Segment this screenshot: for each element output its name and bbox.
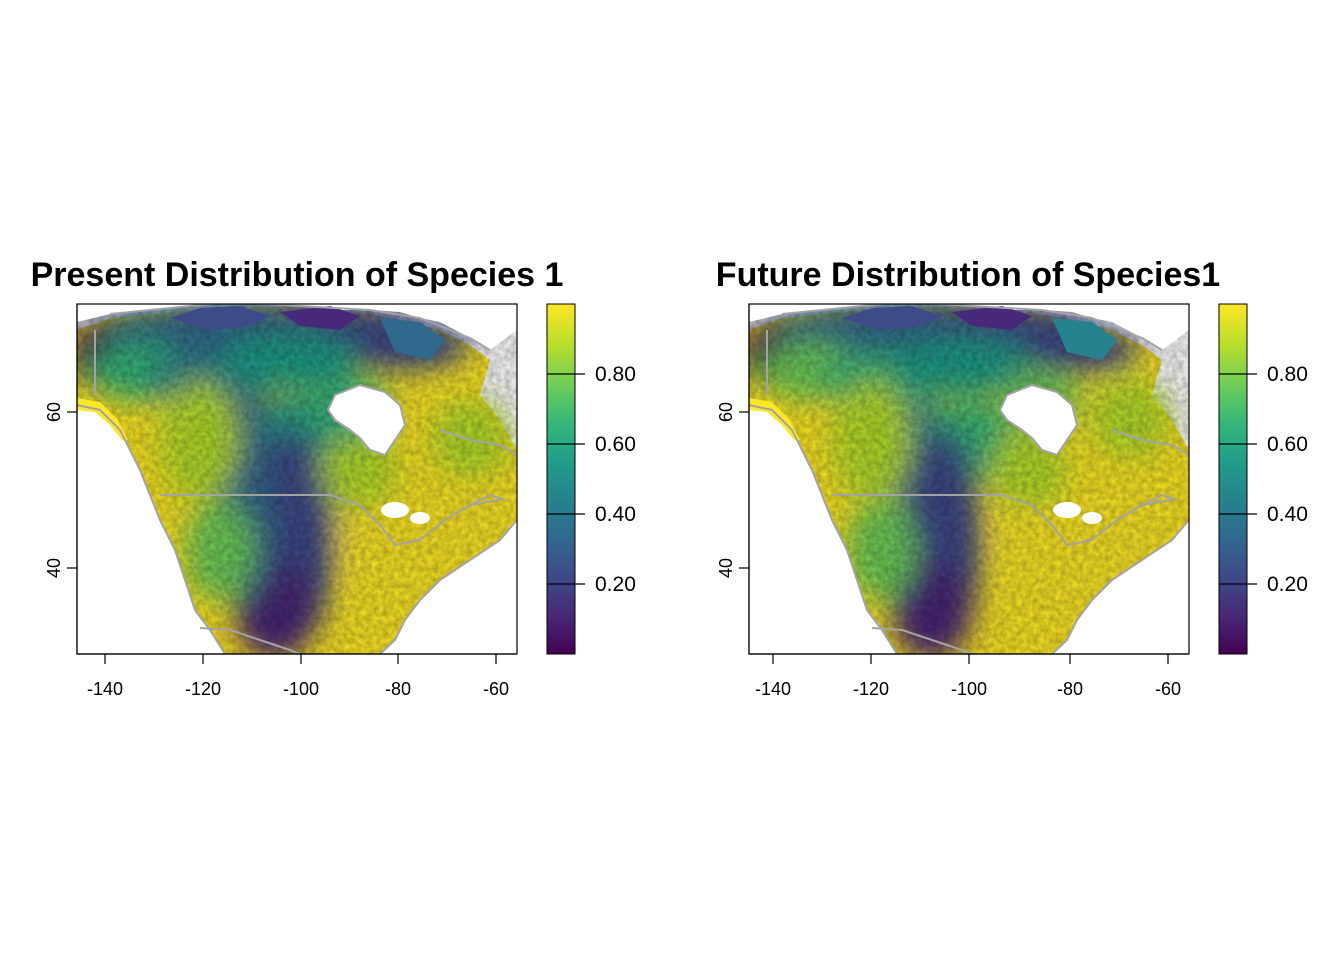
map-raster — [77, 304, 517, 654]
x-tick-label: -140 — [87, 679, 123, 699]
present-distribution-map: Present Distribution of Species 1 — [31, 256, 636, 699]
colorbar-tick-label: 0.20 — [1267, 573, 1308, 596]
y-tick-label: 40 — [44, 558, 64, 578]
colorbar-tick-label: 0.80 — [1267, 363, 1308, 386]
x-tick-label: -60 — [483, 679, 509, 699]
x-tick-label: -100 — [283, 679, 319, 699]
colorbar-tick-label: 0.60 — [595, 433, 636, 456]
panel-title: Present Distribution of Species 1 — [31, 256, 564, 294]
y-axis: 40 60 — [44, 304, 78, 654]
colorbar-tick-label: 0.60 — [1267, 433, 1308, 456]
colorbar-tick-label: 0.80 — [595, 363, 636, 386]
x-tick-label: -80 — [1057, 679, 1083, 699]
colorbar-tick-label: 0.40 — [1267, 503, 1308, 526]
x-tick-label: -120 — [185, 679, 221, 699]
x-tick-label: -140 — [755, 679, 791, 699]
x-tick-label: -120 — [853, 679, 889, 699]
x-axis: -140 -120 -100 -80 -60 — [749, 653, 1189, 699]
y-tick-label: 60 — [44, 402, 64, 422]
colorbar-tick-label: 0.40 — [595, 503, 636, 526]
colorbar: 0.20 0.40 0.60 0.80 — [1218, 303, 1308, 655]
y-tick-label: 60 — [716, 402, 736, 422]
x-axis: -140 -120 -100 -80 -60 — [77, 653, 517, 699]
panel-title: Future Distribution of Species1 — [716, 256, 1220, 294]
y-tick-label: 40 — [716, 558, 736, 578]
colorbar: 0.20 0.40 0.60 0.80 — [546, 303, 636, 655]
map-raster — [749, 304, 1189, 654]
x-tick-label: -60 — [1155, 679, 1181, 699]
x-tick-label: -80 — [385, 679, 411, 699]
x-tick-label: -100 — [951, 679, 987, 699]
colorbar-tick-label: 0.20 — [595, 573, 636, 596]
y-axis: 40 60 — [716, 304, 750, 654]
future-distribution-map: Future Distribution of Species1 — [716, 256, 1308, 699]
